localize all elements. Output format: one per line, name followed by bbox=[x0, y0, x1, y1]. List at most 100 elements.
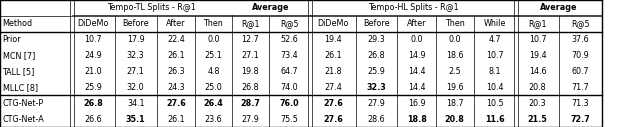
Text: TALL [5]: TALL [5] bbox=[3, 67, 35, 76]
Text: 27.9: 27.9 bbox=[241, 115, 259, 124]
Text: 10.5: 10.5 bbox=[486, 99, 504, 108]
Text: 27.1: 27.1 bbox=[127, 67, 145, 76]
Text: 18.7: 18.7 bbox=[446, 99, 463, 108]
Text: Tempo-TL Splits - R@1: Tempo-TL Splits - R@1 bbox=[108, 3, 196, 12]
Text: Average: Average bbox=[252, 3, 290, 12]
Text: 60.7: 60.7 bbox=[572, 67, 589, 76]
Text: MLLC [8]: MLLC [8] bbox=[3, 83, 38, 92]
Text: 26.8: 26.8 bbox=[368, 51, 385, 60]
Text: Prior: Prior bbox=[3, 35, 21, 44]
Text: CTG-Net-P: CTG-Net-P bbox=[3, 99, 44, 108]
Text: 25.9: 25.9 bbox=[84, 83, 102, 92]
Text: 10.7: 10.7 bbox=[84, 35, 102, 44]
Text: 74.0: 74.0 bbox=[281, 83, 298, 92]
Text: 32.0: 32.0 bbox=[127, 83, 145, 92]
Text: 27.4: 27.4 bbox=[324, 83, 342, 92]
Text: Then: Then bbox=[445, 19, 465, 28]
Text: Average: Average bbox=[540, 3, 577, 12]
Text: 34.1: 34.1 bbox=[127, 99, 145, 108]
Text: 10.7: 10.7 bbox=[529, 35, 547, 44]
Text: 70.9: 70.9 bbox=[572, 51, 589, 60]
Text: 18.8: 18.8 bbox=[406, 115, 427, 124]
Text: 0.0: 0.0 bbox=[449, 35, 461, 44]
Text: R@1: R@1 bbox=[529, 19, 547, 28]
Text: R@1: R@1 bbox=[241, 19, 259, 28]
Text: 27.6: 27.6 bbox=[166, 99, 186, 108]
Text: 28.7: 28.7 bbox=[240, 99, 260, 108]
Text: 26.4: 26.4 bbox=[204, 99, 223, 108]
Text: 22.4: 22.4 bbox=[167, 35, 185, 44]
Text: MCN [7]: MCN [7] bbox=[3, 51, 35, 60]
Text: Method: Method bbox=[3, 19, 33, 28]
Text: 26.8: 26.8 bbox=[241, 83, 259, 92]
Text: R@5: R@5 bbox=[280, 19, 299, 28]
Text: Before: Before bbox=[364, 19, 390, 28]
Text: 19.4: 19.4 bbox=[324, 35, 342, 44]
Text: 25.1: 25.1 bbox=[205, 51, 222, 60]
Text: Then: Then bbox=[204, 19, 223, 28]
Text: 52.6: 52.6 bbox=[281, 35, 298, 44]
Text: 28.6: 28.6 bbox=[368, 115, 385, 124]
Text: 21.5: 21.5 bbox=[528, 115, 547, 124]
Text: 26.3: 26.3 bbox=[167, 67, 185, 76]
Text: 14.6: 14.6 bbox=[529, 67, 547, 76]
Text: Tempo-HL Splits - R@1: Tempo-HL Splits - R@1 bbox=[368, 3, 458, 12]
Text: 10.7: 10.7 bbox=[486, 51, 504, 60]
Text: 8.1: 8.1 bbox=[488, 67, 501, 76]
Text: 12.7: 12.7 bbox=[241, 35, 259, 44]
Text: 25.9: 25.9 bbox=[368, 67, 385, 76]
Text: 27.6: 27.6 bbox=[323, 115, 343, 124]
Text: 27.9: 27.9 bbox=[368, 99, 385, 108]
Text: 14.4: 14.4 bbox=[408, 83, 426, 92]
Text: 20.8: 20.8 bbox=[445, 115, 465, 124]
Text: 0.0: 0.0 bbox=[410, 35, 423, 44]
Text: 14.4: 14.4 bbox=[408, 67, 426, 76]
Text: 72.7: 72.7 bbox=[571, 115, 590, 124]
Text: 19.4: 19.4 bbox=[529, 51, 547, 60]
Text: 21.0: 21.0 bbox=[84, 67, 102, 76]
Text: After: After bbox=[166, 19, 186, 28]
Text: 24.3: 24.3 bbox=[167, 83, 185, 92]
Text: DiDeMo: DiDeMo bbox=[77, 19, 109, 28]
Text: 4.7: 4.7 bbox=[488, 35, 501, 44]
Text: 21.8: 21.8 bbox=[324, 67, 342, 76]
Text: 2.5: 2.5 bbox=[449, 67, 461, 76]
Text: While: While bbox=[484, 19, 506, 28]
Text: 20.8: 20.8 bbox=[529, 83, 547, 92]
Text: 27.1: 27.1 bbox=[241, 51, 259, 60]
Text: 75.5: 75.5 bbox=[281, 115, 298, 124]
Text: 18.6: 18.6 bbox=[446, 51, 463, 60]
Text: 14.9: 14.9 bbox=[408, 51, 426, 60]
Text: R@5: R@5 bbox=[571, 19, 590, 28]
Text: 10.4: 10.4 bbox=[486, 83, 504, 92]
Text: 25.0: 25.0 bbox=[205, 83, 222, 92]
Text: 64.7: 64.7 bbox=[281, 67, 298, 76]
Text: After: After bbox=[407, 19, 426, 28]
Text: 32.3: 32.3 bbox=[367, 83, 387, 92]
Text: 26.1: 26.1 bbox=[167, 115, 185, 124]
Text: 16.9: 16.9 bbox=[408, 99, 426, 108]
Text: 23.6: 23.6 bbox=[205, 115, 222, 124]
Text: DiDeMo: DiDeMo bbox=[317, 19, 349, 28]
Text: Before: Before bbox=[122, 19, 149, 28]
Text: 26.1: 26.1 bbox=[167, 51, 185, 60]
Text: 17.9: 17.9 bbox=[127, 35, 145, 44]
Text: 71.3: 71.3 bbox=[572, 99, 589, 108]
Text: 19.6: 19.6 bbox=[446, 83, 463, 92]
Text: 26.1: 26.1 bbox=[324, 51, 342, 60]
Text: 73.4: 73.4 bbox=[281, 51, 298, 60]
Text: 71.7: 71.7 bbox=[572, 83, 589, 92]
Text: CTG-Net-A: CTG-Net-A bbox=[3, 115, 44, 124]
Text: 37.6: 37.6 bbox=[572, 35, 589, 44]
Text: 32.3: 32.3 bbox=[127, 51, 145, 60]
Text: 4.8: 4.8 bbox=[207, 67, 220, 76]
Text: 24.9: 24.9 bbox=[84, 51, 102, 60]
Text: 0.0: 0.0 bbox=[207, 35, 220, 44]
Text: 27.6: 27.6 bbox=[323, 99, 343, 108]
Text: 26.8: 26.8 bbox=[83, 99, 103, 108]
Text: 26.6: 26.6 bbox=[84, 115, 102, 124]
Text: 19.8: 19.8 bbox=[241, 67, 259, 76]
Text: 11.6: 11.6 bbox=[485, 115, 504, 124]
Text: 29.3: 29.3 bbox=[368, 35, 385, 44]
Text: 76.0: 76.0 bbox=[280, 99, 300, 108]
